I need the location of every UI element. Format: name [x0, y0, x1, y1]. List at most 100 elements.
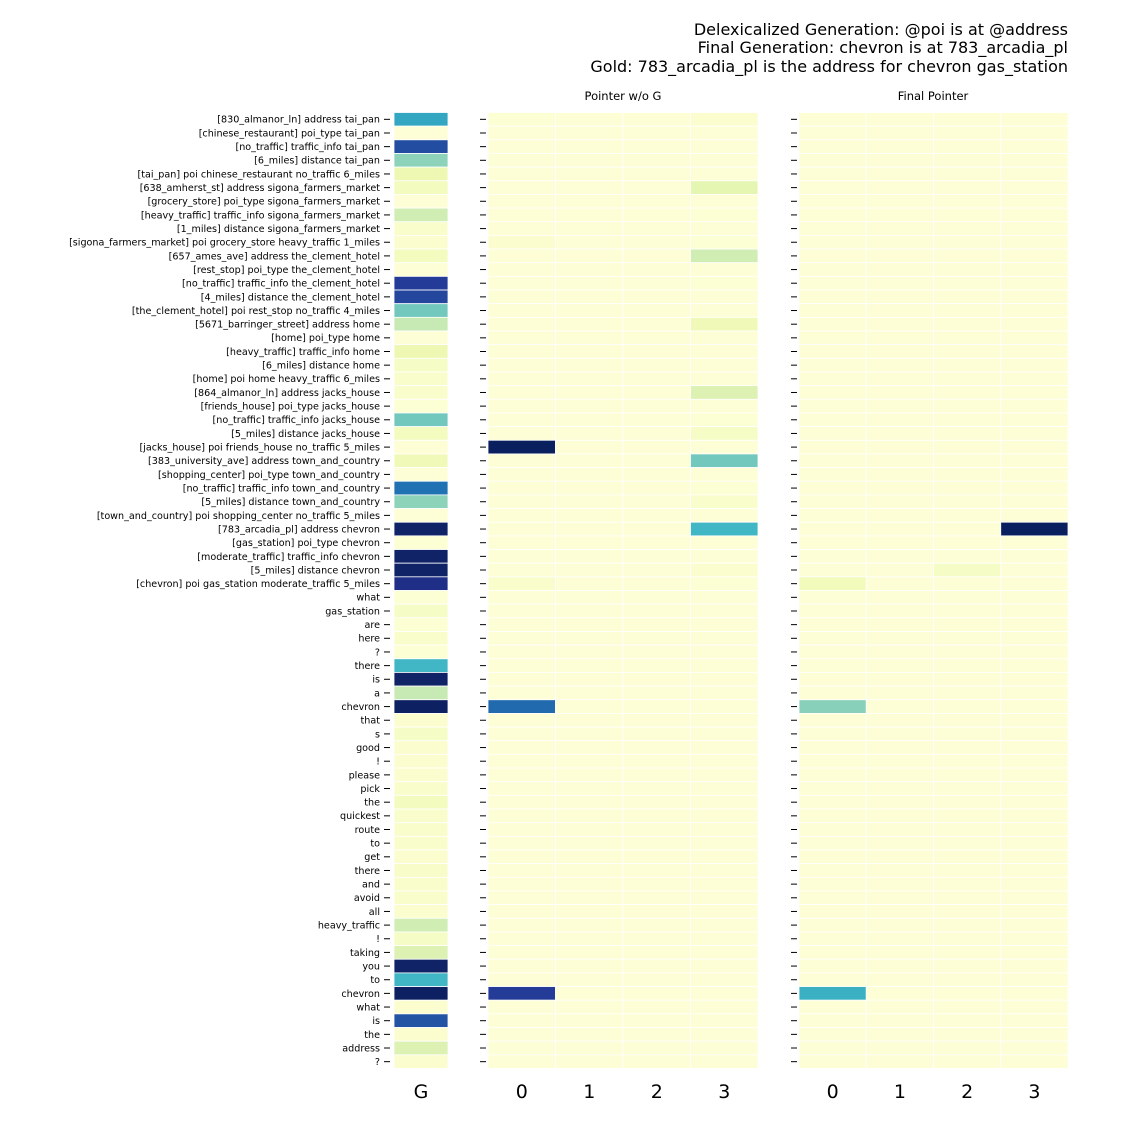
row-label: chevron: [341, 702, 380, 713]
heatmap-cell: [1000, 439, 1069, 455]
heatmap-cell: [933, 439, 1002, 455]
heatmap-cell: [690, 480, 759, 496]
heatmap-cell: [487, 180, 556, 195]
heatmap-cell: [1000, 330, 1069, 346]
heatmap-cell: [487, 590, 556, 605]
heatmap-cell: [690, 153, 759, 168]
heatmap-cell: [865, 316, 934, 332]
row-label: [gas_station] poi_type chevron: [232, 538, 380, 549]
heatmap-cell: [690, 235, 759, 250]
heatmap-cell: [622, 1013, 691, 1028]
heatmap-cell: [865, 412, 934, 428]
heatmap-cell: [690, 863, 759, 878]
heatmap-cell: [555, 931, 624, 946]
heatmap-cell: [933, 549, 1002, 564]
heatmap-cell: [690, 344, 759, 359]
heatmap-cell: [393, 1013, 449, 1028]
heatmap-cell: [622, 535, 691, 550]
heatmap-cell: [622, 316, 691, 332]
heatmap-cell: [487, 549, 556, 564]
heatmap-cell: [487, 221, 556, 236]
heatmap-cell: [622, 166, 691, 182]
heatmap-cell: [933, 986, 1002, 1001]
heatmap-cell: [798, 917, 867, 933]
heatmap-cell: [555, 699, 624, 714]
heatmap-cell: [798, 699, 867, 714]
heatmap-cell: [865, 904, 934, 919]
heatmap-cell: [487, 808, 556, 824]
heatmap-cell: [865, 603, 934, 619]
heatmap-cell: [933, 644, 1002, 660]
heatmap-cell: [393, 767, 449, 783]
heatmap-cell: [393, 590, 449, 605]
heatmap-cell: [865, 781, 934, 796]
heatmap-cell: [487, 1013, 556, 1028]
heatmap-cell: [622, 125, 691, 141]
heatmap-cell: [865, 112, 934, 127]
heatmap-cell: [622, 890, 691, 906]
heatmap-cell: [1000, 125, 1069, 141]
heatmap-cell: [555, 603, 624, 619]
heatmap-cell: [393, 439, 449, 455]
heatmap-cell: [1000, 248, 1069, 264]
heatmap-cell: [555, 453, 624, 468]
heatmap-cell: [555, 139, 624, 154]
heatmap-cell: [555, 644, 624, 660]
heatmap-cell: [865, 972, 934, 987]
heatmap-cell: [1000, 289, 1069, 305]
heatmap-cell: [487, 685, 556, 701]
heatmap-cell: [555, 426, 624, 441]
heatmap-cell: [393, 672, 449, 687]
heatmap-cell: [393, 262, 449, 277]
heatmap-cell: [555, 726, 624, 742]
heatmap-cell: [487, 453, 556, 468]
heatmap-cell: [798, 180, 867, 195]
row-label: you: [362, 961, 380, 972]
heatmap-cell: [487, 330, 556, 346]
heatmap-cell: [690, 685, 759, 701]
heatmap-cell: [690, 385, 759, 400]
heatmap-cell: [393, 521, 449, 537]
heatmap-cell: [798, 753, 867, 769]
heatmap-cell: [690, 904, 759, 919]
heatmap-cell: [933, 494, 1002, 509]
heatmap-cell: [933, 999, 1002, 1015]
heatmap-cell: [622, 207, 691, 223]
heatmap-cell: [622, 658, 691, 673]
heatmap-cell: [393, 344, 449, 359]
heatmap-cell: [1000, 166, 1069, 182]
heatmap-cell: [798, 972, 867, 987]
heatmap-cell: [798, 275, 867, 291]
heatmap-cell: [393, 371, 449, 387]
heatmap-cell: [933, 371, 1002, 387]
heatmap-cell: [1000, 494, 1069, 509]
heatmap-cell: [555, 849, 624, 865]
heatmap-cell: [393, 221, 449, 236]
heatmap-cell: [487, 1054, 556, 1069]
heatmap-cell: [865, 262, 934, 277]
heatmap-cell: [690, 945, 759, 960]
heatmap-cell: [933, 480, 1002, 496]
heatmap-cell: [865, 1027, 934, 1042]
heatmap-cell: [487, 235, 556, 250]
heatmap-cell: [798, 767, 867, 783]
heatmap-cell: [622, 740, 691, 755]
heatmap-cell: [798, 235, 867, 250]
row-label: [657_ames_ave] address the_clement_hotel: [169, 251, 380, 262]
heatmap-cell: [393, 740, 449, 755]
heatmap-cell: [487, 631, 556, 646]
heatmap-cell: [1000, 740, 1069, 755]
heatmap-cell: [487, 931, 556, 946]
heatmap-cell: [622, 303, 691, 318]
heatmap-cell: [1000, 590, 1069, 605]
heatmap-cell: [555, 153, 624, 168]
heatmap-cell: [487, 794, 556, 810]
heatmap-cell: [555, 371, 624, 387]
row-label: [783_arcadia_pl] address chevron: [218, 524, 380, 535]
heatmap-cell: [933, 713, 1002, 728]
heatmap-cell: [487, 508, 556, 523]
row-label: what: [356, 593, 380, 604]
heatmap-cell: [865, 480, 934, 496]
heatmap-cell: [1000, 207, 1069, 223]
